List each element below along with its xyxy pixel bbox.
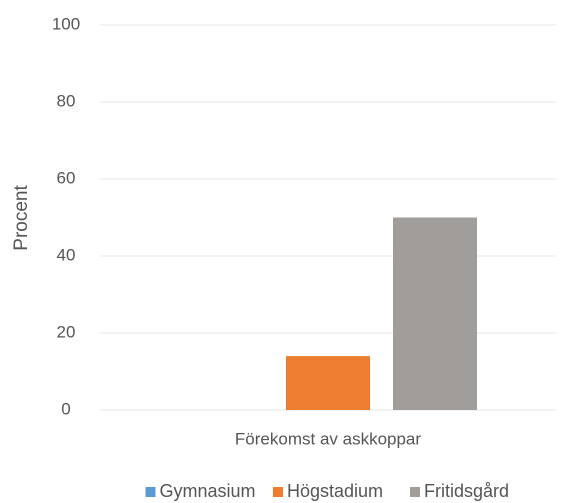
legend-label: Fritidsgård	[424, 481, 509, 501]
y-tick-label: 40	[57, 245, 76, 264]
bar	[393, 217, 477, 410]
y-tick-label: 20	[57, 322, 76, 341]
legend-label: Gymnasium	[160, 481, 256, 501]
legend-swatch	[410, 487, 420, 497]
legend-swatch	[273, 487, 283, 497]
legend-swatch	[145, 487, 156, 497]
x-tick-label: Förekomst av askkoppar	[235, 429, 421, 448]
y-tick-label: 80	[57, 91, 76, 110]
legend-label: Högstadium	[287, 481, 383, 501]
y-tick-label: 60	[57, 168, 76, 187]
y-tick-label: 100	[52, 14, 80, 33]
bar	[286, 356, 370, 410]
y-tick-label: 0	[61, 399, 70, 418]
y-axis-label: Procent	[11, 185, 32, 251]
